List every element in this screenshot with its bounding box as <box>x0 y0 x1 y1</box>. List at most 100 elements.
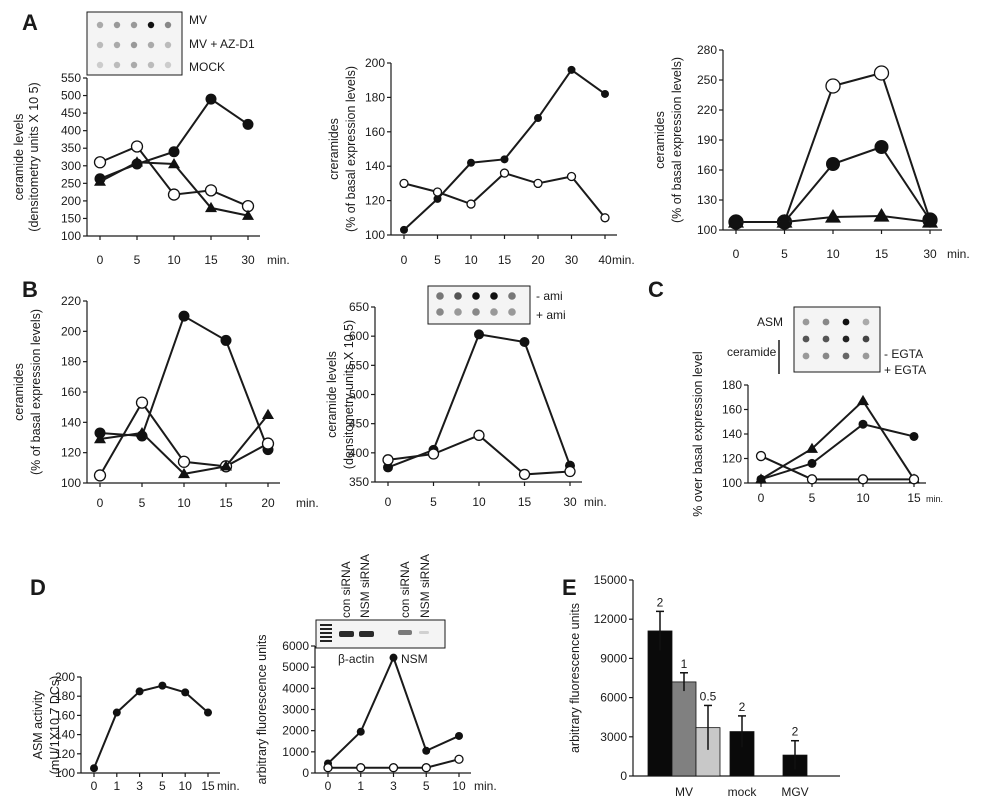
panel-letter-a: A <box>22 10 38 35</box>
x-tick-label: 0 <box>97 253 104 267</box>
y-axis-label: ceramides <box>653 111 667 169</box>
x-tick-label: 10 <box>826 247 840 261</box>
data-point-open-circle <box>566 171 577 182</box>
blot-b2-label-minus-ami: - ami <box>536 289 563 303</box>
blot-c-ceramide-label: ceramide <box>727 345 777 359</box>
data-point-triangle <box>242 209 254 220</box>
y-tick-label: 160 <box>61 385 81 399</box>
data-point-filled-circle <box>601 89 609 98</box>
x-tick-label: 5 <box>423 779 430 793</box>
x-tick-label: 0 <box>91 779 98 793</box>
y-tick-label: 550 <box>61 71 81 85</box>
data-point-open-circle <box>323 763 333 773</box>
data-point-open-circle <box>533 178 543 189</box>
y-tick-label: 350 <box>349 475 369 489</box>
blot-b2-label-plus-ami: + ami <box>536 308 566 322</box>
x-tick-label: 5 <box>430 495 437 509</box>
x-tick-label: 0 <box>733 247 740 261</box>
x-tick-label: 15 <box>907 491 921 505</box>
panel-letter-e: E <box>562 575 577 600</box>
bar <box>647 630 673 777</box>
gel-band-actin-nsm <box>359 631 374 637</box>
data-point-triangle <box>205 201 217 213</box>
y-tick-label: 5000 <box>282 660 309 674</box>
y-tick-label: 0 <box>302 766 309 780</box>
y-axis-label: ceramide levels <box>325 351 339 438</box>
data-point-filled-circle <box>112 708 121 717</box>
data-point-triangle <box>857 394 869 406</box>
y-tick-label: 130 <box>697 193 717 207</box>
y-tick-label: 400 <box>61 124 81 138</box>
bar <box>671 681 697 777</box>
gel-lane-label-4: NSM siRNA <box>418 554 432 618</box>
data-point-filled-circle <box>178 310 190 322</box>
x-tick-label: 30 <box>241 253 255 267</box>
y-tick-label: 12000 <box>594 612 628 626</box>
blot-c: ASM ceramide - EGTA + EGTA <box>727 306 926 377</box>
data-point-filled-circle <box>94 427 106 439</box>
data-point-filled-circle <box>242 118 254 130</box>
data-point-open-circle <box>473 429 485 441</box>
data-point-open-circle <box>755 450 767 462</box>
data-point-open-circle <box>399 178 409 189</box>
blot-spot <box>472 308 480 316</box>
x-category-label: mock <box>728 785 758 799</box>
blot-b2: - ami + ami <box>427 285 566 325</box>
blot-spot <box>130 41 138 49</box>
x-tick-label: 1 <box>357 779 364 793</box>
blot-spot <box>113 61 121 69</box>
x-tick-label: 5 <box>781 247 788 261</box>
x-tick-label: 10 <box>179 779 193 793</box>
data-point-open-circle <box>130 140 144 153</box>
blot-spot <box>454 292 462 300</box>
chart-b2: 350 400 450 500 550 600 650 0 5 10 15 30 min. ceramid… <box>325 300 607 509</box>
y-axis-label: (% of basal expression levels) <box>29 309 43 475</box>
blot-spot <box>96 61 104 69</box>
series-line-filled-circle <box>93 684 209 769</box>
data-point-triangle <box>168 158 180 169</box>
blot-spot <box>862 318 870 326</box>
x-unit-label: min. <box>584 495 607 509</box>
x-tick-label: 15 <box>219 496 233 510</box>
data-point-filled-circle <box>474 329 484 340</box>
x-tick-label: 10 <box>452 779 466 793</box>
blot-a1-label-mv-azd1: MV + AZ-D1 <box>189 37 255 51</box>
y-tick-label: 140 <box>365 159 385 173</box>
x-category-label: MGV <box>781 785 808 799</box>
data-point-open-circle <box>167 188 181 201</box>
data-point-filled-circle <box>389 653 398 662</box>
data-point-open-circle <box>908 474 920 485</box>
y-tick-label: 600 <box>349 329 369 343</box>
data-point-open-circle <box>261 437 275 450</box>
blot-spot <box>862 352 870 360</box>
blot-a1-label-mock: MOCK <box>189 60 225 74</box>
blot-spot <box>490 292 498 300</box>
chart-b1: 100 120 140 160 180 200 220 0 5 10 15 20 min. ceramid… <box>12 294 319 510</box>
y-tick-label: 6000 <box>282 639 309 653</box>
data-point-triangle <box>220 460 232 471</box>
data-point-filled-circle <box>90 764 98 773</box>
gel-band-nsm-con <box>398 630 412 635</box>
data-point-open-circle <box>600 213 610 223</box>
blot-spot <box>454 308 462 316</box>
x-tick-label: 0 <box>758 491 765 505</box>
data-point-filled-circle <box>168 146 180 158</box>
x-tick-label: 3 <box>136 779 143 793</box>
blot-spot <box>842 352 850 360</box>
series-line-filled-circle <box>387 333 571 469</box>
y-tick-label: 280 <box>697 43 717 57</box>
y-tick-label: 9000 <box>600 651 627 665</box>
data-point-open-circle <box>356 763 366 773</box>
data-point-filled-circle <box>135 687 144 696</box>
data-point-open-circle <box>382 454 394 466</box>
x-tick-label: 15 <box>204 253 218 267</box>
x-tick-label: 0 <box>385 495 392 509</box>
blot-spot <box>472 292 480 300</box>
y-tick-label: 4000 <box>282 681 309 695</box>
x-tick-label: 10 <box>177 496 191 510</box>
x-tick-label: 10 <box>167 253 181 267</box>
x-tick-label: 15 <box>498 253 512 267</box>
x-tick-label: 3 <box>390 779 397 793</box>
x-unit-label: min. <box>947 247 970 261</box>
